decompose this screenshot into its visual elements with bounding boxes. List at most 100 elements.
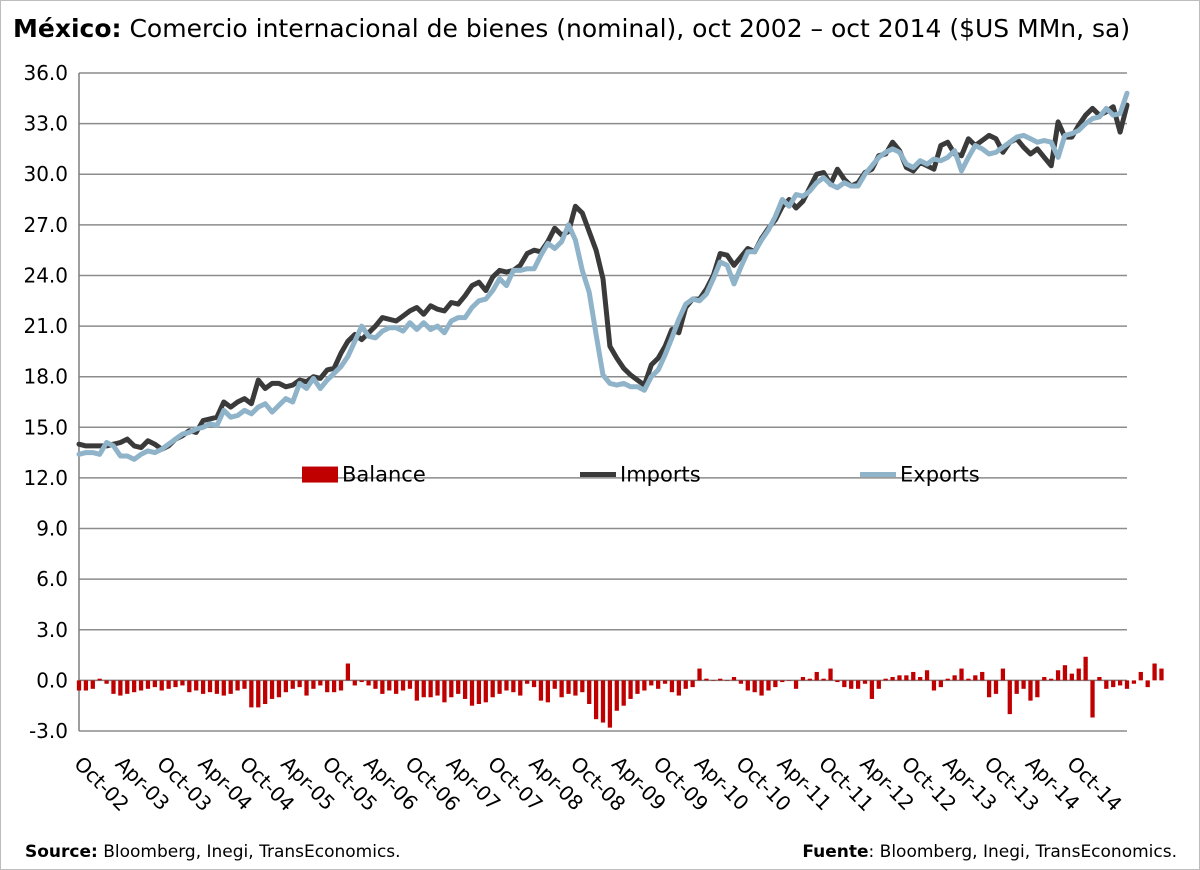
balance-bar — [366, 680, 371, 686]
balance-bar — [476, 680, 482, 705]
balance-bar — [331, 680, 337, 693]
balance-bar — [807, 678, 812, 681]
balance-bar — [1049, 678, 1054, 681]
balance-bar — [993, 680, 999, 694]
balance-bar — [738, 680, 744, 684]
balance-bar — [442, 680, 447, 703]
balance-bar — [118, 680, 123, 696]
balance-bar — [304, 680, 309, 696]
balance-bar — [1007, 680, 1012, 715]
balance-bar — [980, 671, 985, 681]
balance-bar — [1028, 680, 1033, 701]
balance-bar — [235, 680, 240, 691]
balance-bar — [924, 670, 930, 681]
balance-bar — [552, 680, 557, 689]
balance-bar — [207, 680, 213, 693]
balance-bar — [338, 680, 344, 691]
balance-bar — [325, 680, 330, 693]
source-text: Bloomberg, Inegi, TransEconomics. — [97, 842, 401, 862]
balance-bar — [276, 680, 282, 698]
balance-bar — [828, 668, 833, 681]
source-note-spanish: Fuente: Bloomberg, Inegi, TransEconomics… — [802, 842, 1177, 862]
y-tick-label: 36.0 — [23, 61, 68, 85]
balance-bar — [1062, 665, 1068, 681]
balance-bar — [1124, 680, 1130, 689]
balance-bar — [269, 680, 275, 699]
balance-bar — [380, 680, 385, 694]
balance-bar — [518, 680, 523, 696]
balance-bar — [111, 680, 116, 694]
balance-bar — [290, 680, 295, 689]
balance-bar — [711, 680, 716, 681]
balance-bar — [511, 680, 516, 693]
balance-bar — [718, 678, 723, 681]
y-tick-label: 3.0 — [36, 618, 68, 642]
legend-balance-swatch — [302, 466, 338, 483]
balance-bar — [407, 680, 413, 689]
fuente-text: : Bloomberg, Inegi, TransEconomics. — [868, 842, 1177, 862]
balance-bar — [159, 680, 164, 691]
balance-bar — [1021, 680, 1026, 689]
y-tick-label: 24.0 — [23, 263, 68, 287]
balance-bar — [621, 680, 626, 706]
balance-bar — [945, 678, 950, 681]
legend-exports-label: Exports — [900, 463, 980, 487]
balance-bar — [194, 680, 199, 691]
balance-bar — [297, 680, 302, 688]
balance-bar — [97, 678, 102, 681]
balance-bar — [345, 663, 351, 681]
balance-bar — [242, 680, 247, 689]
balance-bar — [256, 680, 261, 708]
legend: Balance Imports Exports — [302, 463, 980, 487]
balance-bar — [545, 680, 550, 703]
balance-bar — [228, 680, 233, 694]
balance-bar — [690, 680, 695, 688]
balance-bar — [373, 680, 378, 689]
balance-bar — [180, 680, 185, 686]
balance-bar — [656, 680, 661, 689]
balance-bar — [1083, 656, 1088, 681]
balance-bar — [490, 680, 495, 698]
balance-bar — [573, 680, 578, 696]
balance-bar — [773, 680, 778, 688]
balance-bar — [145, 680, 151, 689]
balance-bar — [669, 680, 675, 693]
balance-bar — [745, 680, 750, 691]
balance-bar — [593, 680, 599, 720]
balance-bar — [1097, 677, 1102, 681]
balance-bar — [531, 680, 537, 688]
balance-bar — [821, 678, 826, 681]
balance-bar — [469, 680, 475, 706]
balance-bar — [1104, 680, 1109, 689]
y-tick-label: 33.0 — [23, 112, 68, 136]
balance-bar — [387, 680, 392, 691]
balance-bar — [497, 680, 502, 694]
exports-line — [76, 90, 1130, 462]
balance-bars — [76, 656, 1164, 728]
balance-bar — [662, 680, 668, 684]
balance-bar — [132, 680, 137, 693]
balance-bar — [766, 680, 771, 691]
balance-bar — [166, 680, 171, 689]
balance-bar — [731, 677, 737, 681]
balance-bar — [483, 680, 488, 703]
balance-bar — [787, 680, 792, 681]
balance-bar — [125, 680, 130, 694]
y-tick-label: 27.0 — [23, 213, 68, 237]
balance-bar — [952, 675, 957, 681]
balance-bar — [1014, 680, 1019, 694]
balance-bar — [173, 680, 178, 688]
balance-bar — [911, 671, 916, 681]
balance-bar — [1131, 680, 1137, 684]
title-text: Comercio internacional de bienes (nomina… — [121, 14, 1131, 43]
legend-imports-label: Imports — [620, 463, 701, 487]
balance-bar — [835, 680, 840, 683]
balance-bar — [869, 680, 875, 699]
balance-bar — [449, 680, 454, 698]
balance-bar — [152, 680, 157, 688]
balance-bar — [283, 680, 288, 693]
source-note-english: Source: Bloomberg, Inegi, TransEconomics… — [25, 842, 401, 862]
balance-bar — [200, 680, 206, 694]
balance-bar — [435, 680, 440, 696]
balance-bar — [724, 680, 730, 681]
